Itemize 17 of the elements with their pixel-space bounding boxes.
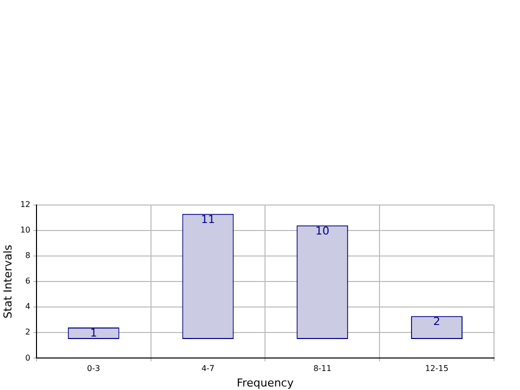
x-tick-label: 4-7 <box>201 364 215 374</box>
y-tick-label: 2 <box>25 328 30 337</box>
y-tick-label: 10 <box>20 226 30 235</box>
data-label: 2 <box>433 314 440 328</box>
y-axis-title: Stat Intervals <box>1 244 14 318</box>
y-tick-label: 12 <box>20 200 30 210</box>
x-tick-label: 12-15 <box>425 364 448 374</box>
data-label: 10 <box>315 224 330 238</box>
x-tick-label: 8-11 <box>313 364 332 374</box>
x-axis-title: Frequency <box>236 376 294 390</box>
y-tick-label: 8 <box>25 251 30 260</box>
y-tick-label: 6 <box>25 276 30 286</box>
y-tick-label: 0 <box>25 353 30 362</box>
data-label: 1 <box>90 326 98 340</box>
y-tick-label: 4 <box>25 302 30 312</box>
x-tick-label: 0-3 <box>87 364 100 374</box>
data-label: 11 <box>200 212 215 226</box>
